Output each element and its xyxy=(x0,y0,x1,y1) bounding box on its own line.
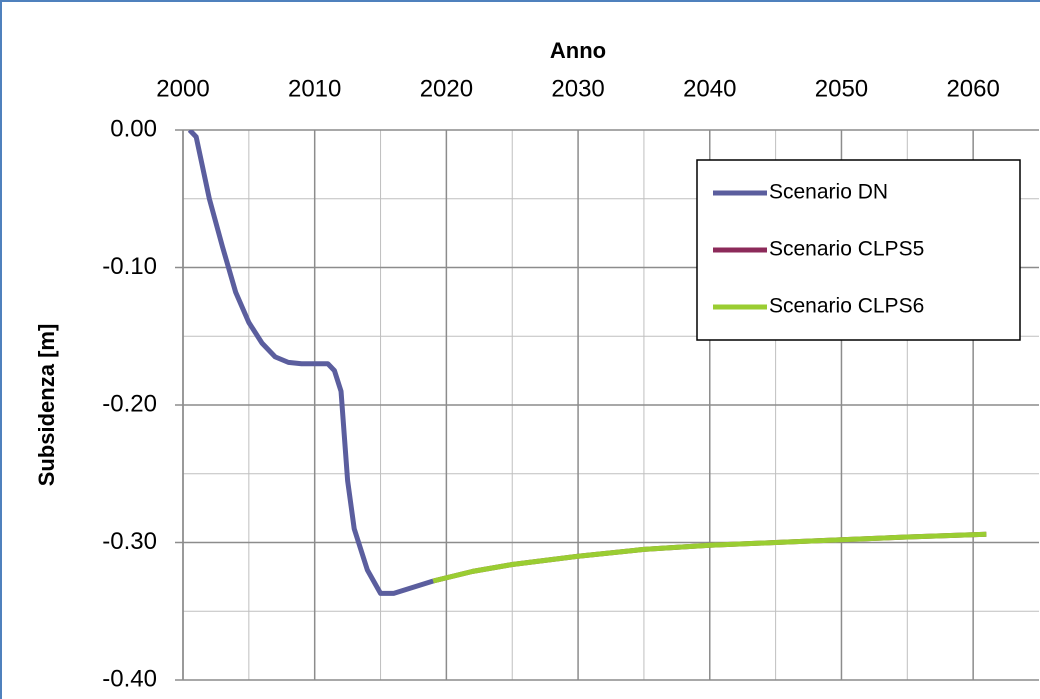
legend-label: Scenario DN xyxy=(769,181,888,204)
x-tick-label: 2010 xyxy=(288,75,341,102)
series-line xyxy=(432,531,987,584)
legend-label: Scenario CLPS6 xyxy=(769,295,924,318)
y-tick-label: -0.20 xyxy=(102,390,157,417)
x-tick-label: 2040 xyxy=(683,75,736,102)
x-tick-label: 2000 xyxy=(156,75,209,102)
legend-label: Scenario CLPS5 xyxy=(769,238,924,261)
x-tick-label: 2060 xyxy=(946,75,999,102)
y-tick-label: -0.40 xyxy=(102,665,157,692)
x-tick-label: 2030 xyxy=(551,75,604,102)
x-axis-title: Anno xyxy=(550,38,606,63)
y-tick-label: 0.00 xyxy=(110,115,157,142)
y-tick-label: -0.30 xyxy=(102,528,157,555)
series-line xyxy=(187,130,434,596)
y-tick-label: -0.10 xyxy=(102,253,157,280)
x-tick-label: 2020 xyxy=(420,75,473,102)
x-tick-label: 2050 xyxy=(815,75,868,102)
y-axis-title: Subsidenza [m] xyxy=(34,324,59,487)
